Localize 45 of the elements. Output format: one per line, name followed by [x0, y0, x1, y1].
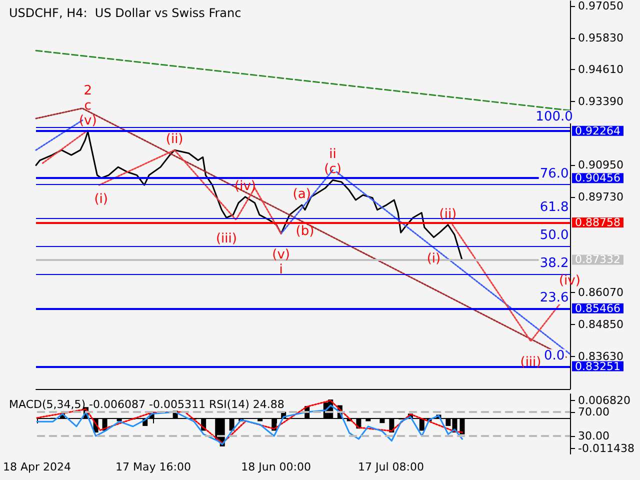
chart-title: USDCHF, H4: US Dollar vs Swiss Franc [9, 6, 242, 20]
annotation: (a) [292, 186, 311, 202]
y-tick-label: 0.86070 [578, 286, 624, 300]
annotation: (v) [78, 114, 97, 129]
ref-line-label: 0.90456 [575, 172, 620, 185]
ref-line-label: 0.85466 [575, 302, 620, 315]
annotation: 100.0 [536, 109, 573, 124]
annotation: 50.0 [540, 228, 569, 244]
y2-tick-label: 70.00 [578, 406, 610, 418]
y-tick-label: 0.94610 [578, 63, 624, 76]
y-tick-label: 0.95830 [578, 31, 624, 44]
y2-tick-label: 30.00 [578, 430, 610, 442]
ref-line-label: 0.83251 [575, 360, 620, 373]
annotation: 76.0 [540, 166, 569, 182]
annotation: (iii) [216, 232, 237, 247]
annotation: (c) [324, 162, 342, 178]
y-tick-label: -0.011438 [578, 442, 634, 455]
annotation: ii [329, 147, 336, 162]
annotation: 23.6 [540, 290, 569, 306]
annotation: 2 [84, 84, 92, 99]
annotation: c [84, 98, 92, 114]
x-tick-label: 17 Jul 08:00 [358, 460, 424, 474]
annotation: 61.8 [540, 200, 569, 216]
ref-line-label: 0.92264 [575, 124, 620, 138]
annotation: (i) [94, 192, 108, 208]
annotation: (i) [426, 251, 441, 266]
annotation: (ii) [439, 206, 457, 222]
annotation: 0.0 [544, 348, 565, 364]
y-tick-label: 0.90950 [578, 158, 624, 172]
x-tick-label: 18 Jun 00:00 [241, 460, 312, 474]
y-tick-label: 0.89730 [578, 190, 624, 204]
chart-title: MACD(5,34,5) -0.006087 -0.005311 RSI(14) 24.88 [9, 398, 284, 411]
x-tick-label: 17 May 16:00 [116, 460, 191, 474]
y-tick-label: 0.93390 [578, 95, 624, 108]
annotation: (ii) [166, 132, 184, 148]
y-tick-label: 0.006820 [578, 394, 630, 407]
annotation: (b) [296, 224, 314, 239]
x-tick-label: 18 Apr 2024 [3, 460, 72, 474]
y-tick-label: 0.97050 [578, 0, 624, 12]
annotation: i [279, 262, 283, 278]
ref-line-label: 0.87332 [575, 253, 620, 266]
annotation: 38.2 [540, 256, 569, 272]
annotation: (v) [272, 248, 290, 263]
ref-line-label: 0.88758 [575, 216, 620, 229]
y-tick-label: 0.84850 [578, 318, 624, 332]
